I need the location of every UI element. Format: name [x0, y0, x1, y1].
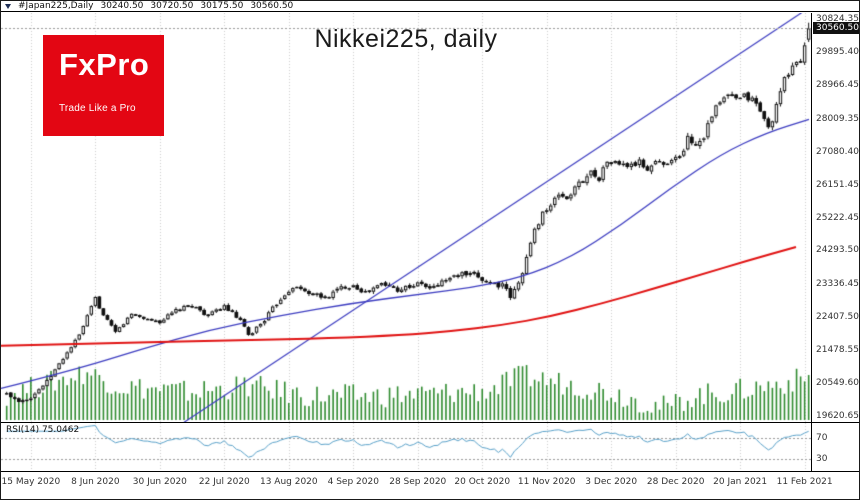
panel-separator[interactable]: [1, 422, 859, 423]
price-tick-label: 26151.45: [816, 179, 859, 190]
date-tick-label: 28 Dec 2020: [646, 477, 705, 487]
price-tick-label: 28966.45: [816, 79, 859, 90]
price-tick-label: 20549.60: [816, 378, 859, 389]
date-tick-label: 11 Nov 2020: [517, 477, 576, 487]
quote-high-value: 30720.50: [150, 1, 194, 11]
date-tick-label: 4 Sep 2020: [327, 477, 379, 487]
date-tick-label: 22 Jul 2020: [198, 477, 250, 487]
price-tick-label: 22407.50: [816, 312, 859, 323]
quote-close-value: 30560.50: [250, 1, 294, 11]
date-tick-label: 13 Aug 2020: [259, 477, 318, 487]
panel-separator[interactable]: [1, 471, 859, 472]
quote-low-value: 30175.50: [200, 1, 244, 11]
fxpro-logo-tagline: Trade Like a Pro: [59, 103, 136, 114]
date-tick-label: 20 Oct 2020: [454, 477, 511, 487]
price-tick-label: 29895.40: [816, 46, 859, 57]
last-price-badge: 30560.50: [813, 22, 859, 35]
chart-menu-icon[interactable]: [5, 3, 11, 9]
date-tick-label: 20 Jan 2021: [713, 477, 768, 487]
price-tick-label: 27080.40: [816, 146, 859, 157]
date-tick-label: 15 May 2020: [1, 477, 61, 487]
fxpro-logo: FxPro Trade Like a Pro: [43, 35, 164, 136]
price-tick-label: 30824.35: [816, 14, 859, 24]
price-tick-label: 28009.35: [816, 113, 859, 124]
rsi-axis[interactable]: 70 30: [811, 423, 859, 471]
rsi-level-30-label: 30: [816, 454, 828, 464]
date-tick-label: 30 Jun 2020: [132, 477, 187, 487]
date-tick-label: 3 Dec 2020: [585, 477, 638, 487]
rsi-chart-canvas[interactable]: [1, 423, 811, 471]
date-tick-label: 28 Sep 2020: [389, 477, 447, 487]
date-tick-label: 8 Jun 2020: [71, 477, 120, 487]
price-tick-label: 24293.50: [816, 245, 859, 256]
rsi-level-70-label: 70: [816, 433, 828, 443]
quote-symbol: #Japan225,Daily: [18, 1, 94, 11]
fxpro-logo-brand: FxPro: [59, 47, 150, 82]
price-tick-label: 23336.45: [816, 279, 859, 290]
date-axis[interactable]: 15 May 2020 8 Jun 2020 30 Jun 2020 22 Jul 2…: [1, 472, 859, 499]
price-tick-label: 21478.55: [816, 345, 859, 356]
price-tick-label: 19620.65: [816, 411, 859, 421]
price-axis[interactable]: 30560.50 30824.35 29895.40 28966.45 28009.3…: [811, 13, 859, 422]
quote-bar: #Japan225,Daily 30240.50 30720.50 30175.…: [1, 1, 859, 12]
price-tick-label: 25222.45: [816, 212, 859, 223]
rsi-indicator-label: RSI(14) 75.0462: [6, 425, 80, 435]
date-tick-label: 11 Feb 2021: [776, 477, 833, 487]
quote-open-value: 30240.50: [100, 1, 144, 11]
